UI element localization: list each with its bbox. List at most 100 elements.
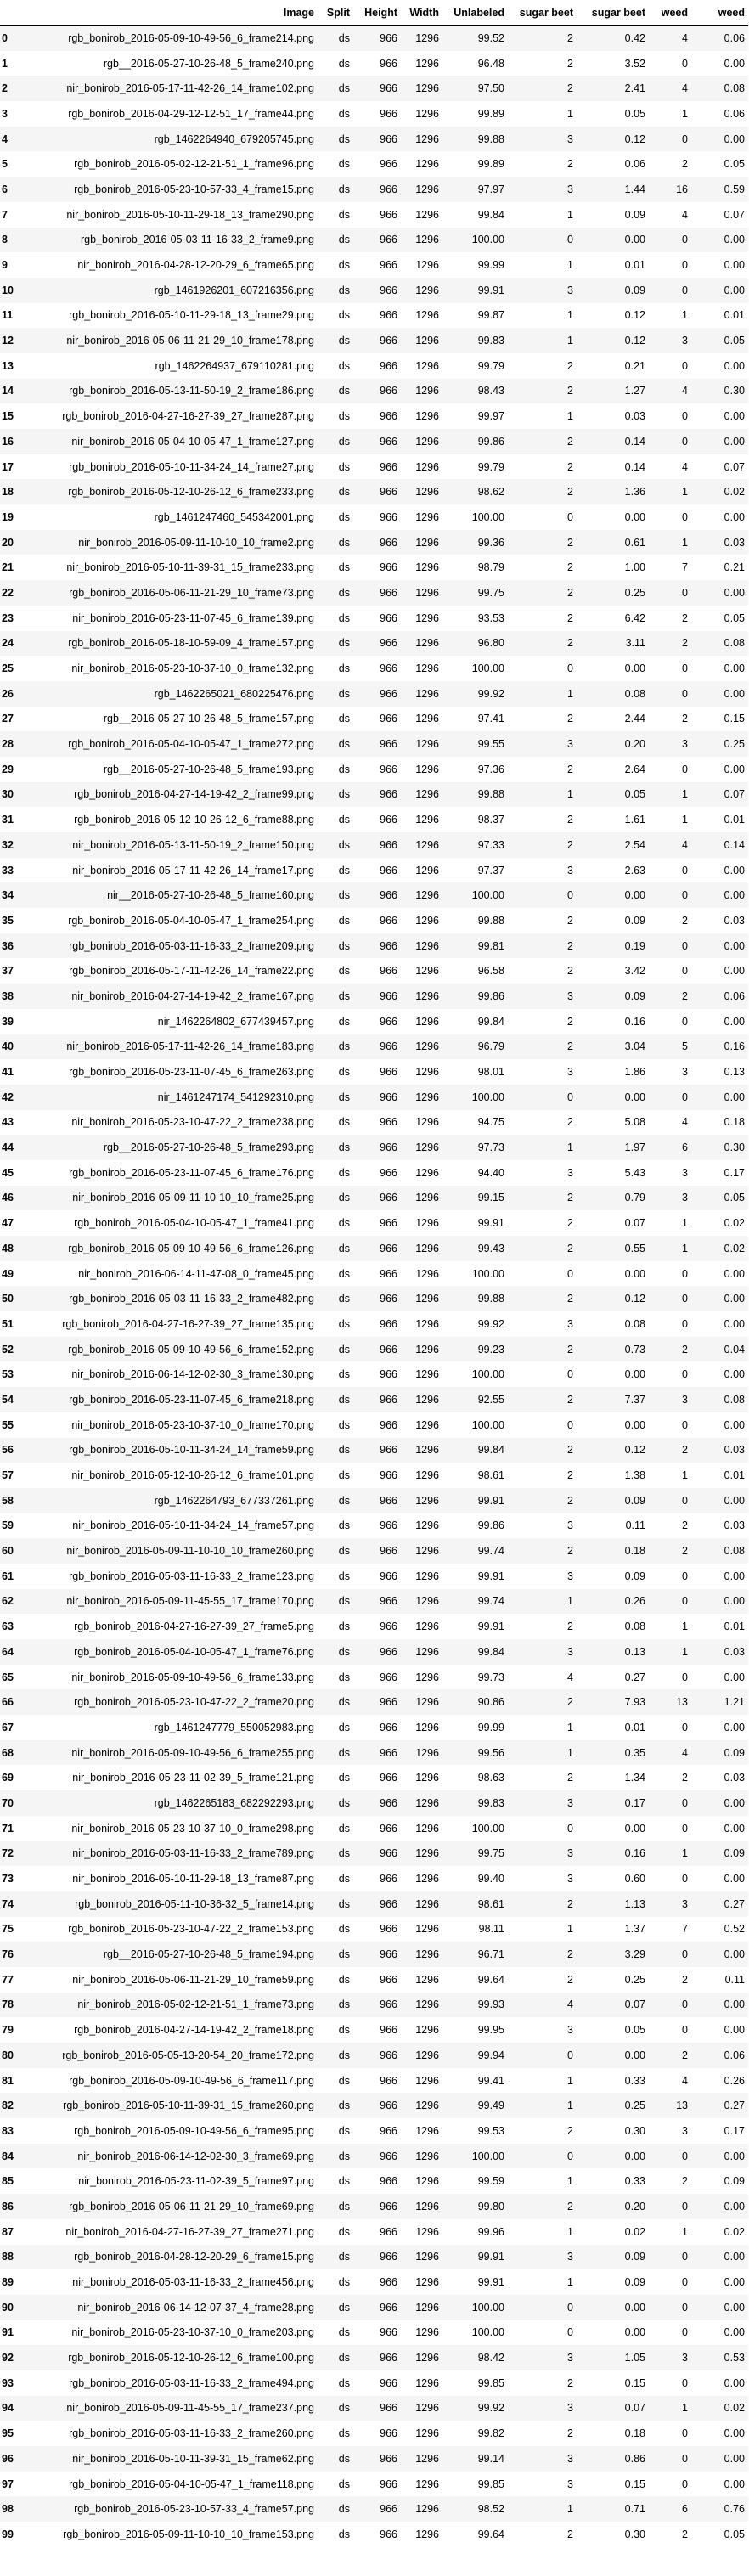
table-cell: rgb_bonirob_2016-05-09-10-49-56_6_frame1…: [69, 2074, 314, 2087]
table-cell: 1296: [415, 2124, 439, 2137]
table-cell: rgb__2016-05-27-10-26-48_5_frame157.png: [103, 713, 314, 725]
table-row: 40 nir_bonirob_2016-05-17-11-42-26_14_fra…: [0, 1034, 748, 1060]
table-cell: 99.86: [477, 1519, 504, 1532]
table-cell: rgb__2016-05-27-10-26-48_5_frame293.png: [103, 1141, 314, 1154]
table-cell: 0.05: [724, 1192, 745, 1204]
table-cell: 1296: [415, 435, 439, 448]
table-row: 39 nir_1462264802_677439457.png ds 966 1296 9…: [0, 1008, 748, 1034]
table-cell: 0.02: [724, 2225, 745, 2238]
table-cell: nir_bonirob_2016-05-09-11-45-55_17_frame…: [66, 1595, 314, 1608]
table-cell: ds: [338, 385, 350, 397]
column-header: Width: [401, 0, 442, 26]
table-cell: 96.80: [477, 637, 504, 650]
table-cell: 2: [567, 460, 573, 473]
table-cell: 1296: [415, 662, 439, 675]
table-cell: 0.09: [624, 1570, 645, 1582]
table-cell: 0: [682, 662, 688, 675]
table-row: 24 rgb_bonirob_2016-05-18-10-59-09_4_fram…: [0, 630, 748, 657]
table-cell: ds: [338, 1040, 350, 1053]
table-cell: 1296: [415, 486, 439, 499]
table-cell: ds: [338, 2402, 350, 2415]
table-cell: 3: [567, 2452, 573, 2465]
table-cell: 966: [380, 132, 397, 145]
table-cell: 966: [380, 1091, 397, 1103]
table-cell: 966: [380, 82, 397, 95]
table-row: 36 rgb_bonirob_2016-05-03-11-16-33_2_fram…: [0, 933, 748, 959]
column-header: Unlabeled: [442, 0, 508, 26]
table-cell: nir_bonirob_2016-05-23-10-47-22_2_frame2…: [71, 1116, 314, 1129]
table-row: 50 rgb_bonirob_2016-05-03-11-16-33_2_fram…: [0, 1286, 748, 1312]
table-cell: 7: [682, 1923, 688, 1936]
row-index: 74: [2, 1897, 14, 1910]
row-index: 31: [2, 814, 14, 826]
row-index: 47: [2, 1217, 14, 1230]
table-cell: 98.42: [477, 2352, 504, 2365]
table-cell: ds: [338, 1418, 350, 1431]
table-cell: 0.30: [724, 385, 745, 397]
table-cell: 0.00: [724, 510, 745, 523]
table-cell: 1: [567, 1746, 573, 1759]
table-cell: 1296: [415, 2326, 439, 2339]
table-cell: 966: [380, 32, 397, 45]
table-cell: 966: [380, 1746, 397, 1759]
table-cell: 0: [682, 2276, 688, 2289]
table-cell: 0.07: [624, 1998, 645, 2011]
table-row: 89 nir_bonirob_2016-05-03-11-16-33_2_fram…: [0, 2269, 748, 2295]
column-header: Height: [353, 0, 401, 26]
table-cell: 1: [682, 1621, 688, 1633]
table-cell: 0.05: [624, 2024, 645, 2037]
table-cell: 2: [682, 1444, 688, 1457]
table-row: 14 rgb_bonirob_2016-05-13-11-50-19_2_fram…: [0, 378, 748, 404]
table-cell: 0: [682, 1721, 688, 1733]
row-index: 21: [2, 561, 14, 574]
row-index: 27: [2, 713, 14, 725]
table-cell: 2: [682, 1772, 688, 1784]
table-cell: 966: [380, 1873, 397, 1885]
table-cell: 0.00: [724, 2326, 745, 2339]
table-cell: 1296: [415, 2225, 439, 2238]
table-cell: nir_bonirob_2016-05-23-11-02-39_5_frame1…: [72, 1772, 314, 1784]
table-cell: 0.00: [724, 2376, 745, 2389]
table-row: 90 nir_bonirob_2016-06-14-12-07-37_4_fram…: [0, 2294, 748, 2320]
table-cell: 1: [682, 1217, 688, 1230]
table-cell: 966: [380, 838, 397, 851]
row-index: 56: [2, 1444, 14, 1457]
table-cell: ds: [338, 2352, 350, 2365]
table-cell: 966: [380, 965, 397, 978]
table-cell: 13: [676, 2100, 688, 2112]
table-row: 79 rgb_bonirob_2016-04-27-14-19-42_2_fram…: [0, 2017, 748, 2043]
table-cell: 99.40: [477, 1873, 504, 1885]
table-cell: 4: [682, 208, 688, 221]
table-cell: 99.74: [477, 1595, 504, 1608]
table-cell: 2.41: [624, 82, 645, 95]
table-cell: 1296: [415, 1973, 439, 1986]
table-cell: 2.63: [624, 864, 645, 877]
table-cell: 2: [567, 1217, 573, 1230]
table-cell: 2: [567, 914, 573, 927]
table-cell: 99.15: [477, 1192, 504, 1204]
table-cell: 0.00: [724, 2301, 745, 2314]
table-cell: 966: [380, 1317, 397, 1330]
table-cell: 99.64: [477, 1973, 504, 1986]
table-cell: 98.62: [477, 486, 504, 499]
table-cell: 966: [380, 2251, 397, 2263]
row-index: 96: [2, 2452, 14, 2465]
table-cell: nir_bonirob_2016-05-12-10-26-12_6_frame1…: [71, 1469, 314, 1482]
table-cell: 2.44: [624, 713, 645, 725]
table-cell: 0.00: [724, 435, 745, 448]
table-cell: 100.00: [471, 2326, 504, 2339]
table-cell: rgb_bonirob_2016-05-05-13-20-54_20_frame…: [62, 2049, 314, 2061]
table-cell: 0.12: [624, 335, 645, 347]
table-cell: ds: [338, 939, 350, 952]
table-cell: 966: [380, 1368, 397, 1381]
table-cell: ds: [338, 1166, 350, 1179]
table-cell: 0.02: [724, 486, 745, 499]
table-cell: 1296: [415, 1192, 439, 1204]
table-cell: 4: [567, 1998, 573, 2011]
table-cell: 0.04: [724, 1343, 745, 1356]
table-cell: rgb_bonirob_2016-05-03-11-16-33_2_frame2…: [69, 939, 314, 952]
table-cell: 97.37: [477, 864, 504, 877]
table-cell: 16: [676, 183, 688, 195]
table-cell: ds: [338, 460, 350, 473]
table-cell: rgb_bonirob_2016-05-10-11-39-31_15_frame…: [63, 2100, 314, 2112]
